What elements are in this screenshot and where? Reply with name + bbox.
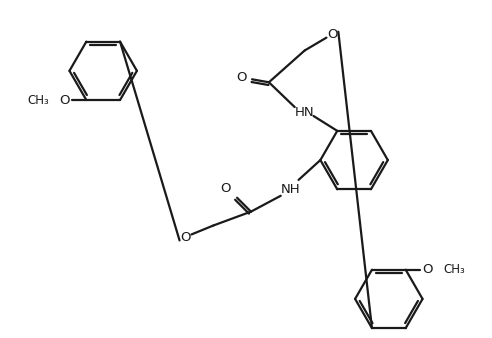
Text: CH₃: CH₃ bbox=[443, 263, 465, 276]
Text: O: O bbox=[180, 231, 191, 244]
Text: O: O bbox=[327, 28, 338, 41]
Text: O: O bbox=[422, 263, 433, 276]
Text: O: O bbox=[236, 71, 246, 84]
Text: NH: NH bbox=[281, 183, 301, 196]
Text: O: O bbox=[59, 94, 70, 106]
Text: O: O bbox=[220, 182, 230, 195]
Text: HN: HN bbox=[295, 105, 314, 119]
Text: CH₃: CH₃ bbox=[27, 94, 49, 106]
